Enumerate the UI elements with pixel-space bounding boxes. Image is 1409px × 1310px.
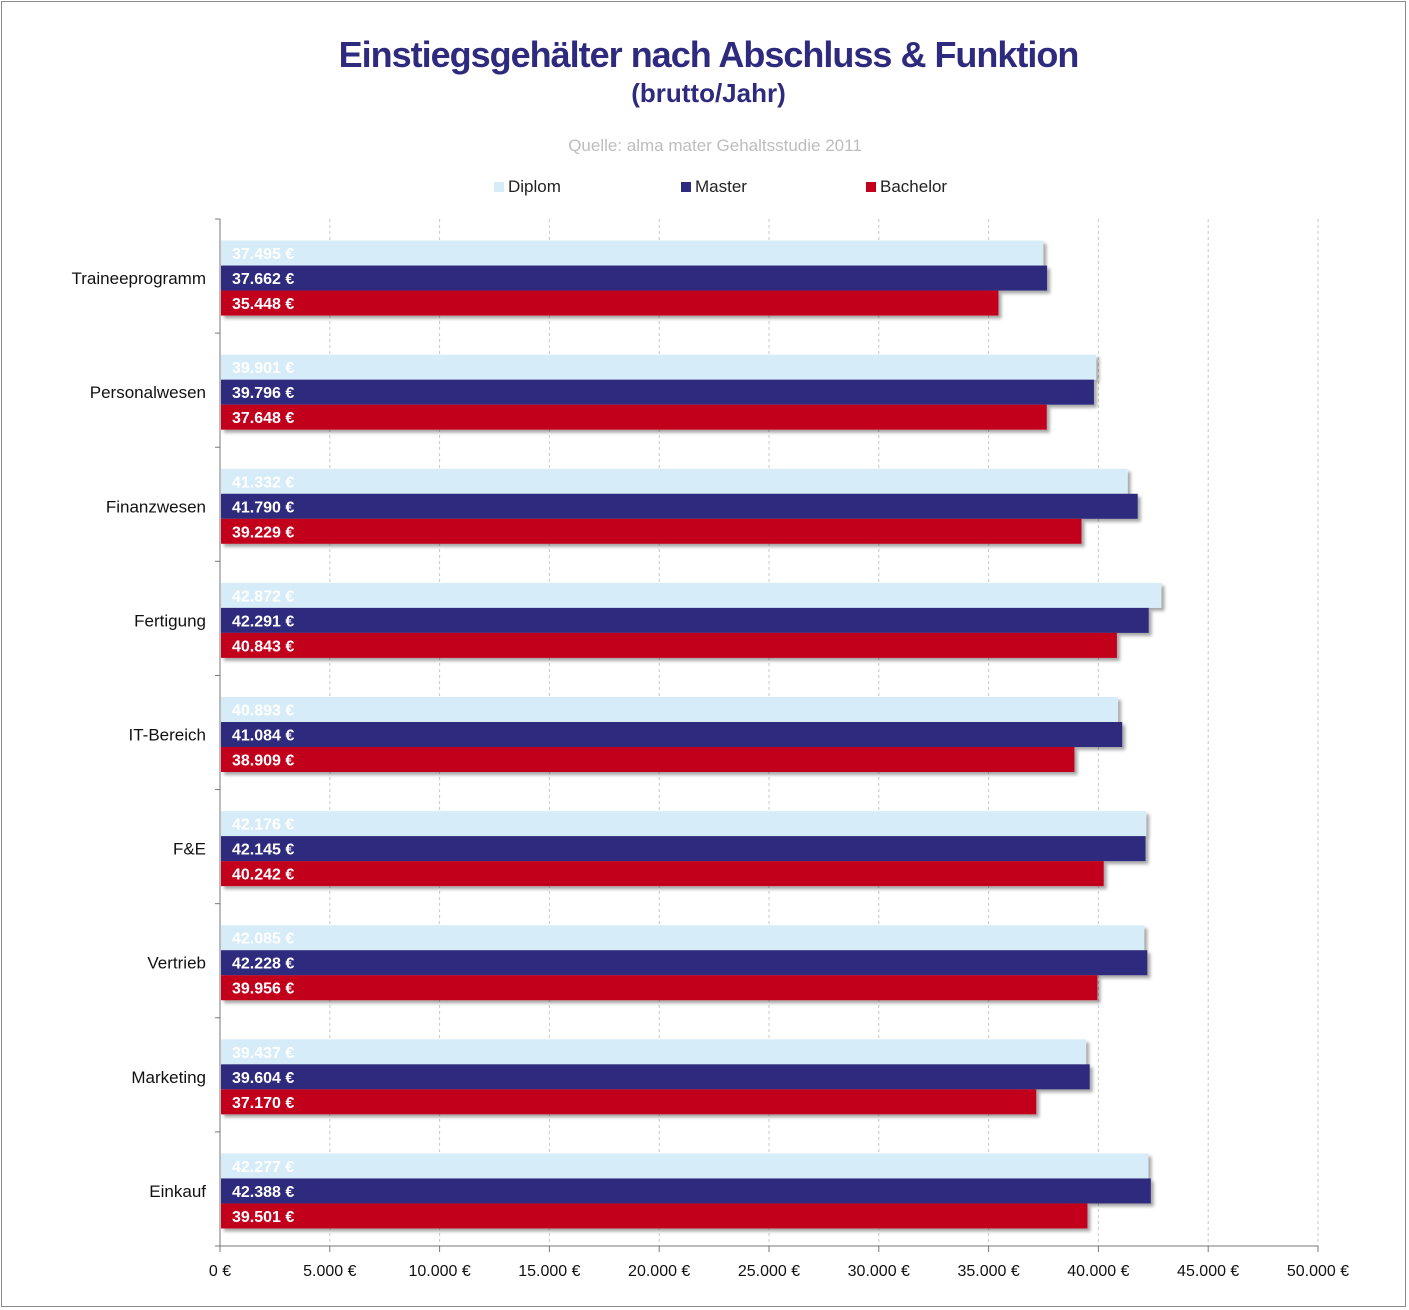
data-label-bachelor: 37.170 €	[232, 1095, 294, 1112]
legend-item-diplom: Diplom	[494, 177, 561, 197]
data-label-master: 42.228 €	[232, 956, 294, 973]
bar-diplom	[221, 582, 1162, 608]
bar-master	[221, 836, 1146, 862]
data-label-master: 39.604 €	[232, 1070, 294, 1087]
bar-bachelor	[221, 632, 1117, 658]
legend-swatch-bachelor	[866, 182, 876, 192]
bar-diplom	[221, 697, 1119, 722]
bar-bachelor	[221, 290, 999, 316]
data-label-diplom: 37.495 €	[232, 246, 294, 263]
data-label-diplom: 40.893 €	[232, 703, 294, 720]
bar-master	[221, 1178, 1151, 1204]
bar-diplom	[221, 1153, 1149, 1179]
legend-swatch-diplom	[494, 182, 504, 192]
bar-diplom	[221, 925, 1145, 951]
data-label-diplom: 42.277 €	[232, 1159, 294, 1176]
data-label-diplom: 42.872 €	[232, 588, 294, 605]
data-label-master: 41.790 €	[232, 499, 294, 516]
category-label: Traineeprogramm	[72, 269, 206, 288]
bar-master	[221, 607, 1149, 633]
data-label-diplom: 39.901 €	[232, 360, 294, 377]
bar-master	[221, 493, 1138, 519]
bar-diplom	[221, 1039, 1087, 1065]
chart-title: Einstiegsgehälter nach Abschluss & Funkt…	[338, 34, 1080, 75]
bar-master	[221, 950, 1148, 976]
x-tick-label: 30.000 €	[848, 1263, 910, 1280]
bar-bachelor	[221, 747, 1075, 772]
bar-master	[221, 1064, 1090, 1090]
category-label: Marketing	[131, 1068, 206, 1087]
bar-diplom	[221, 468, 1128, 494]
bar-diplom	[221, 240, 1044, 266]
data-label-master: 42.388 €	[232, 1184, 294, 1201]
bar-bachelor	[221, 1089, 1037, 1115]
bar-master	[221, 722, 1123, 747]
data-label-master: 42.291 €	[232, 613, 294, 630]
legend-label-master: Master	[695, 177, 747, 196]
data-label-diplom: 42.085 €	[232, 931, 294, 948]
data-label-bachelor: 39.956 €	[232, 981, 294, 998]
bar-diplom	[221, 354, 1097, 380]
data-label-bachelor: 40.843 €	[232, 638, 294, 655]
bar-bachelor	[221, 1203, 1088, 1229]
category-label: Personalwesen	[90, 383, 206, 402]
bar-master	[221, 265, 1048, 291]
data-label-bachelor: 39.229 €	[232, 524, 294, 541]
data-label-master: 37.662 €	[232, 271, 294, 288]
category-label: Finanzwesen	[106, 497, 206, 516]
x-tick-label: 0 €	[209, 1263, 231, 1280]
data-label-diplom: 42.176 €	[232, 817, 294, 834]
x-tick-label: 35.000 €	[957, 1263, 1019, 1280]
category-label: Einkauf	[149, 1182, 206, 1201]
x-tick-label: 5.000 €	[303, 1263, 356, 1280]
x-tick-label: 50.000 €	[1287, 1263, 1349, 1280]
legend-item-bachelor: Bachelor	[866, 177, 947, 197]
legend-label-bachelor: Bachelor	[880, 177, 948, 196]
bar-bachelor	[221, 861, 1104, 887]
category-label: Vertrieb	[147, 954, 206, 973]
bar-bachelor	[221, 975, 1098, 1001]
legend-swatch-master	[681, 182, 691, 192]
data-label-master: 42.145 €	[232, 842, 294, 859]
legend-label-diplom: Diplom	[508, 177, 561, 196]
x-tick-label: 45.000 €	[1177, 1263, 1239, 1280]
legend-item-master: Master	[681, 177, 747, 197]
data-label-bachelor: 35.448 €	[232, 296, 294, 313]
legend: Diplom Master Bachelor	[0, 177, 1409, 199]
bar-bachelor	[221, 404, 1047, 430]
x-tick-label: 10.000 €	[408, 1263, 470, 1280]
chart-source: Quelle: alma mater Gehaltsstudie 2011	[568, 136, 862, 155]
data-label-master: 39.796 €	[232, 385, 294, 402]
bar-bachelor	[221, 518, 1082, 544]
x-tick-label: 25.000 €	[738, 1263, 800, 1280]
data-label-bachelor: 39.501 €	[232, 1209, 294, 1226]
category-label: F&E	[173, 840, 206, 859]
x-tick-label: 15.000 €	[518, 1263, 580, 1280]
chart-subtitle: (brutto/Jahr)	[631, 78, 786, 108]
data-label-diplom: 41.332 €	[232, 474, 294, 491]
x-tick-label: 40.000 €	[1067, 1263, 1129, 1280]
category-label: IT-Bereich	[129, 726, 206, 745]
data-label-bachelor: 37.648 €	[232, 410, 294, 427]
bar-master	[221, 379, 1094, 405]
bar-diplom	[221, 811, 1147, 837]
x-tick-label: 20.000 €	[628, 1263, 690, 1280]
data-label-bachelor: 40.242 €	[232, 867, 294, 884]
data-label-bachelor: 38.909 €	[232, 753, 294, 770]
data-label-diplom: 39.437 €	[232, 1045, 294, 1062]
category-label: Fertigung	[134, 611, 206, 630]
data-label-master: 41.084 €	[232, 728, 294, 745]
